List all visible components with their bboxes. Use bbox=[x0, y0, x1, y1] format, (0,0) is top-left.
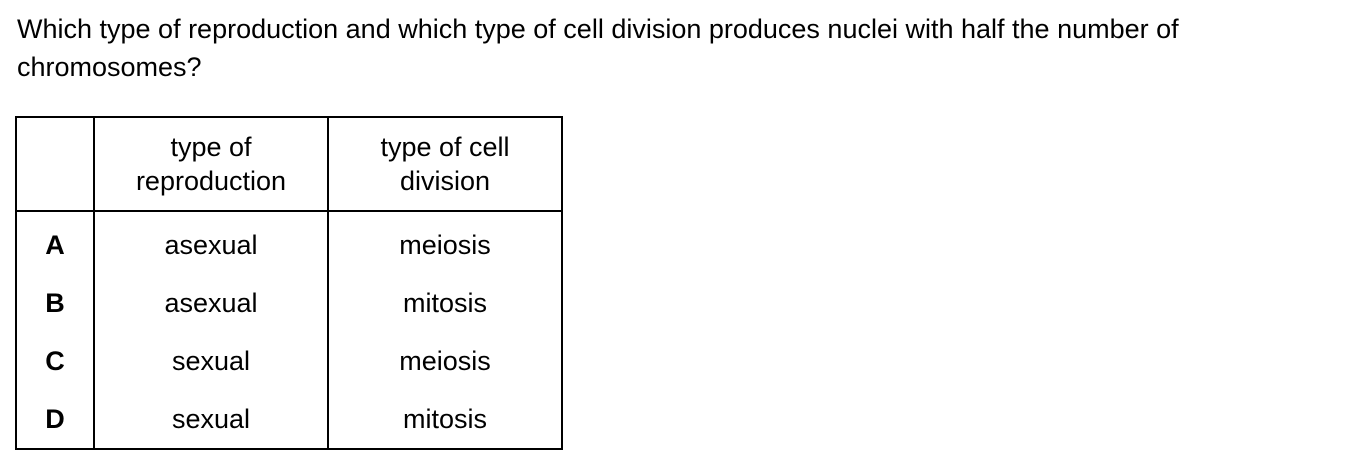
table-row: A asexual meiosis bbox=[15, 211, 563, 274]
answer-options-table: type of reproduction type of cell divisi… bbox=[15, 116, 563, 450]
header-letter bbox=[15, 117, 95, 212]
header-type-of-cell-division: type of cell division bbox=[327, 117, 563, 212]
reproduction-cell: asexual bbox=[93, 274, 329, 332]
table-header-row: type of reproduction type of cell divisi… bbox=[15, 117, 563, 212]
header-type-of-cell-division-text: type of cell division bbox=[380, 132, 510, 196]
option-letter: C bbox=[15, 332, 95, 390]
header-type-of-reproduction-text: type of reproduction bbox=[135, 132, 287, 196]
table-row: B asexual mitosis bbox=[15, 274, 563, 332]
option-letter: B bbox=[15, 274, 95, 332]
option-letter: A bbox=[15, 211, 95, 274]
cell-division-cell: meiosis bbox=[327, 211, 563, 274]
option-letter: D bbox=[15, 390, 95, 449]
question-text: Which type of reproduction and which typ… bbox=[17, 14, 1179, 82]
cell-division-cell: mitosis bbox=[327, 390, 563, 449]
table-row: D sexual mitosis bbox=[15, 390, 563, 449]
reproduction-cell: sexual bbox=[93, 390, 329, 449]
reproduction-cell: sexual bbox=[93, 332, 329, 390]
table-row: C sexual meiosis bbox=[15, 332, 563, 390]
reproduction-cell: asexual bbox=[93, 211, 329, 274]
cell-division-cell: mitosis bbox=[327, 274, 563, 332]
header-type-of-reproduction: type of reproduction bbox=[93, 117, 329, 212]
cell-division-cell: meiosis bbox=[327, 332, 563, 390]
